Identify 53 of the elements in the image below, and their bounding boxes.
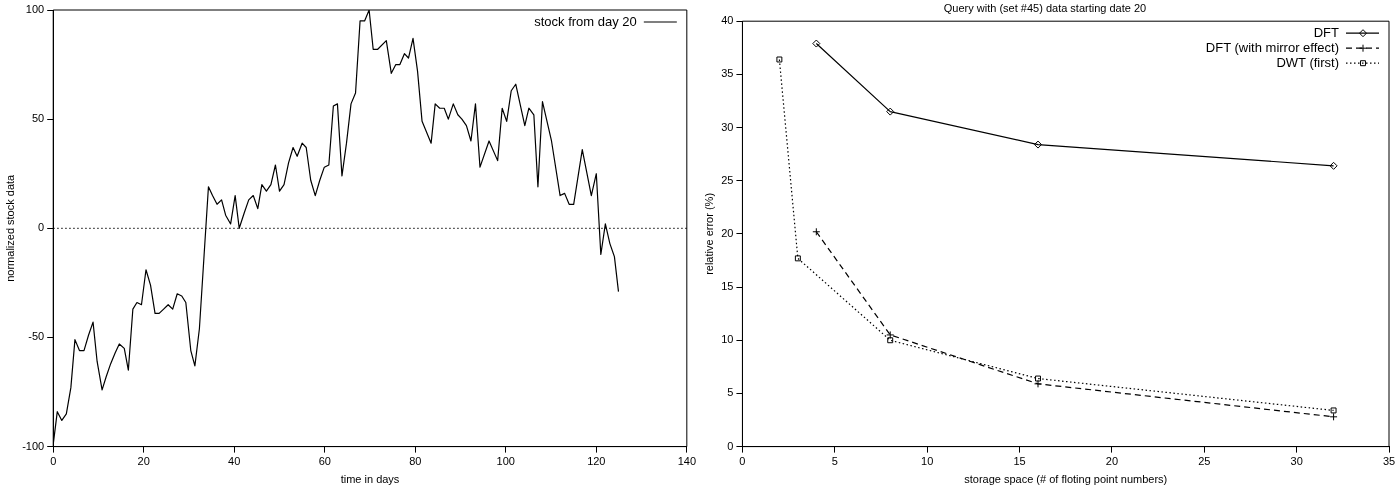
y-tick-label: 10 (721, 333, 734, 346)
point (1329, 161, 1338, 170)
point (1330, 407, 1337, 414)
y-tick-label: 35 (721, 67, 734, 80)
y-tick-label: 5 (727, 386, 734, 399)
x-tick-label: 140 (677, 455, 696, 468)
x-tick-label: 0 (739, 455, 746, 468)
x-tick-label: 35 (1382, 455, 1396, 468)
y-tick-label: 50 (31, 112, 45, 125)
point (886, 107, 895, 116)
x-tick-label: 0 (50, 455, 57, 468)
point (812, 227, 821, 236)
y-tick-label: 40 (721, 14, 734, 27)
legend-label: DFT (with mirror effect) (1205, 39, 1339, 55)
x-tick-label: 5 (831, 455, 838, 468)
x-tick-label: 100 (496, 455, 515, 468)
y-tick-label: -50 (28, 330, 45, 343)
legend-label: DFT (1313, 24, 1340, 40)
x-tick-label: 20 (1105, 455, 1119, 468)
point (1034, 379, 1043, 388)
y-tick-label: 15 (721, 280, 734, 293)
y-tick-label: 30 (721, 120, 734, 133)
x-tick-label: 15 (1013, 455, 1026, 468)
point (886, 330, 895, 339)
chart-title: Query with (set #45) data starting date 20 (943, 1, 1147, 14)
point (812, 39, 821, 48)
x-tick-label: 80 (409, 455, 422, 468)
y-tick-label: -100 (22, 439, 45, 452)
y-tick-label: 0 (38, 221, 45, 234)
y-tick-label: 0 (727, 439, 734, 452)
point (1034, 140, 1043, 149)
x-axis-title: time in days (340, 473, 400, 486)
x-tick-label: 40 (228, 455, 241, 468)
point (794, 255, 801, 262)
point (1035, 375, 1041, 382)
x-tick-label: 20 (137, 455, 150, 468)
x-tick-label: 30 (1290, 455, 1303, 468)
point (887, 337, 894, 344)
point (776, 56, 783, 63)
y-tick-label: 100 (25, 3, 45, 16)
legend-label: DWT (first) (1276, 54, 1339, 70)
y-axis-title: relative error (%) (702, 192, 715, 275)
x-tick-label: 10 (921, 455, 934, 468)
x-tick-label: 60 (318, 455, 331, 468)
line-series (776, 56, 1337, 414)
x-tick-label: 120 (587, 455, 606, 468)
point (1329, 412, 1338, 421)
legend-label: stock from day 20 (534, 13, 637, 29)
x-tick-label: 25 (1198, 455, 1211, 468)
x-axis-title: storage space (# of floting point numbers) (964, 473, 1168, 486)
y-tick-label: 25 (721, 173, 734, 186)
y-axis-title: normalized stock data (3, 173, 16, 282)
y-tick-label: 20 (721, 226, 734, 239)
